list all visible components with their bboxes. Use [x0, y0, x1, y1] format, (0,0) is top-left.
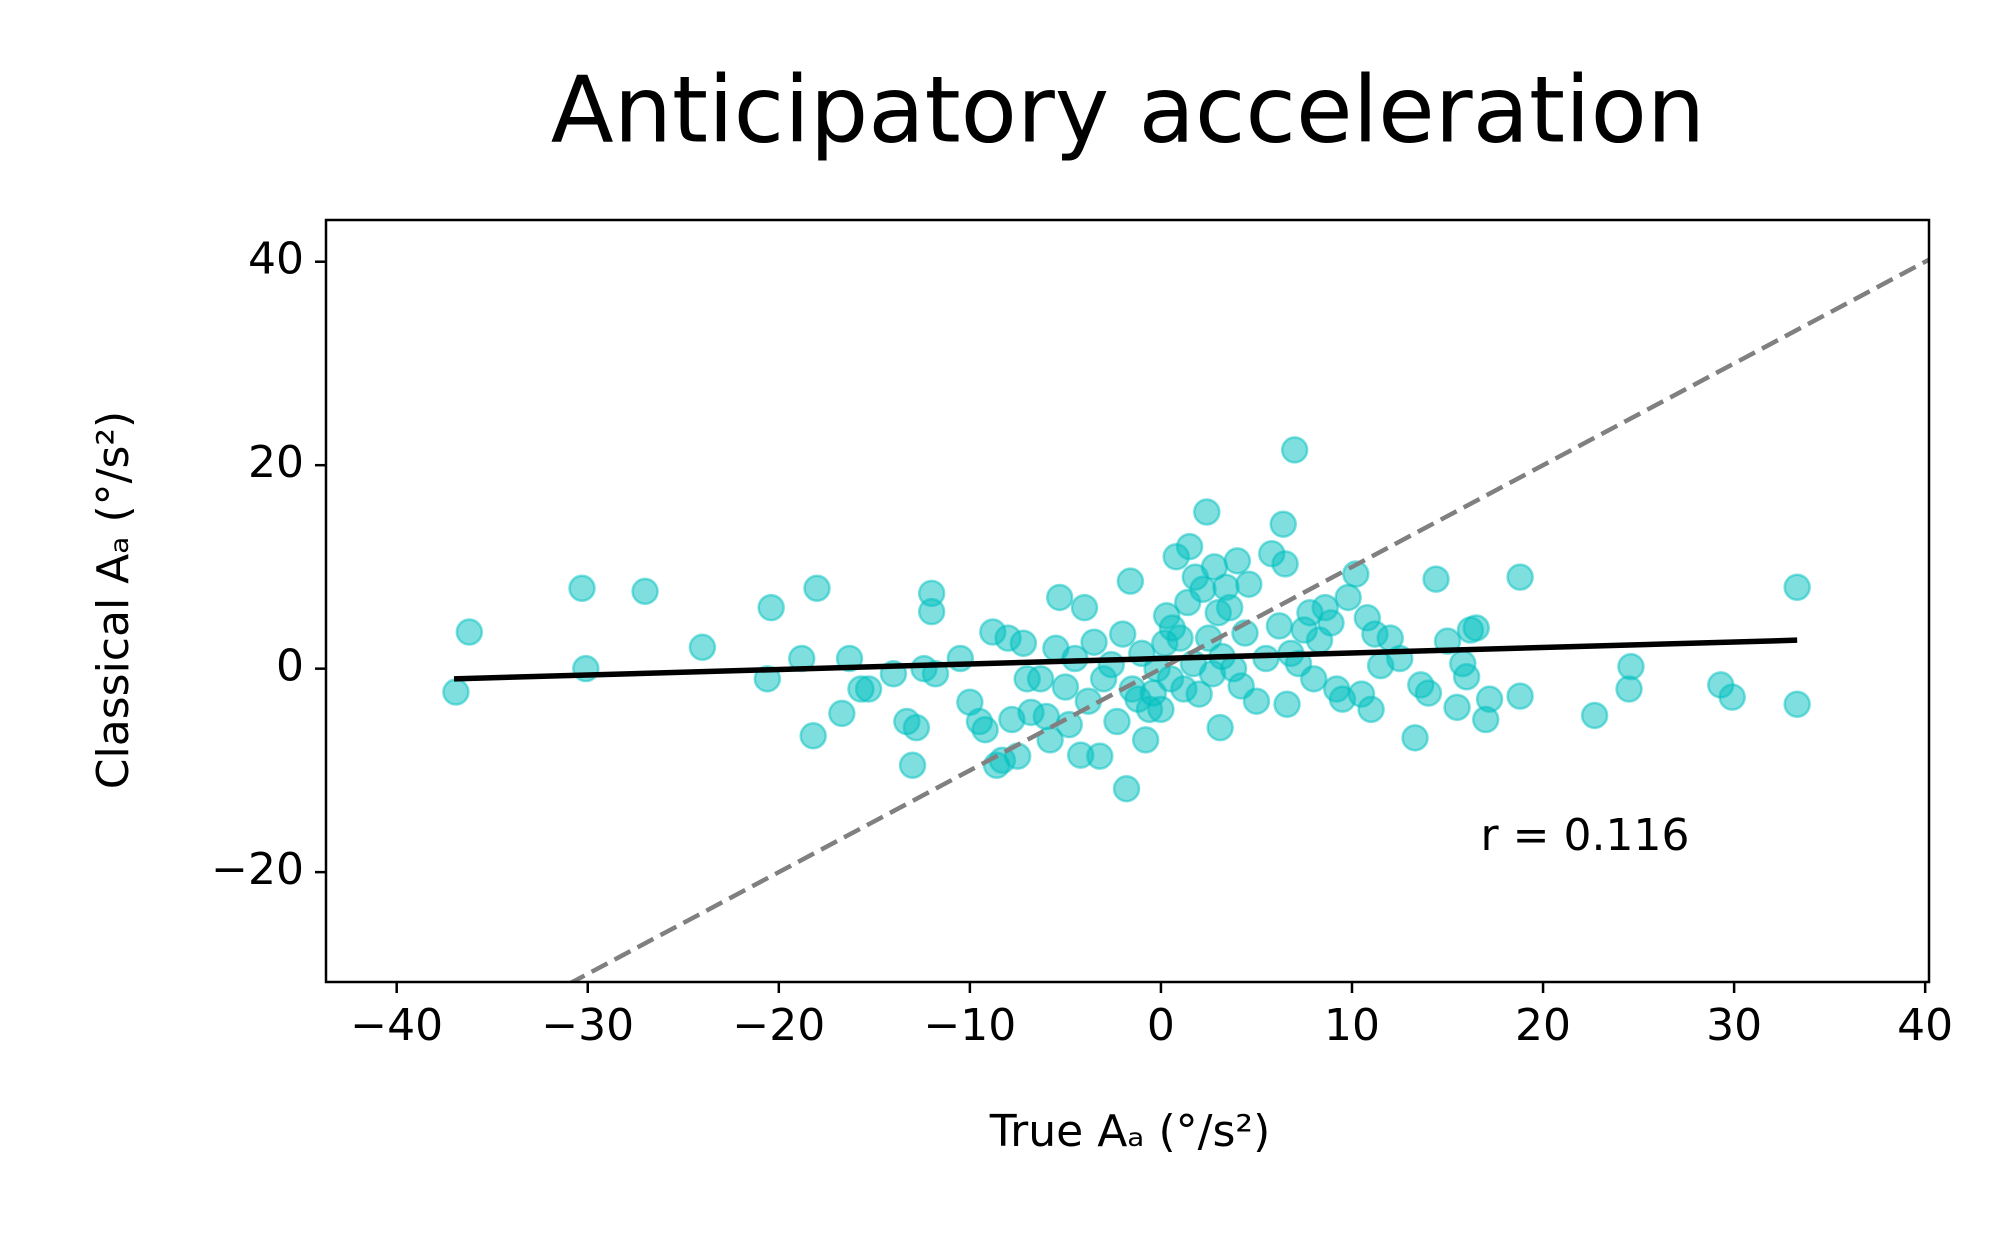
fit-line [453, 637, 1798, 682]
scatter-point [1235, 570, 1263, 598]
chart-title: Anticipatory acceleration [551, 56, 1705, 163]
scatter-point [455, 618, 484, 646]
scatter-point [1086, 742, 1114, 770]
scatter-point [1051, 673, 1080, 701]
scatter-point [803, 574, 831, 603]
scatter-point [1783, 573, 1811, 602]
scatter-point [1215, 593, 1244, 622]
x-tick-label: 0 [1147, 1000, 1175, 1051]
scatter-point [1422, 565, 1450, 593]
x-tick-label: −20 [732, 1000, 825, 1051]
scatter-point [1300, 665, 1328, 693]
scatter-point [442, 678, 470, 706]
scatter-point [1718, 683, 1746, 711]
scatter-point [1401, 724, 1429, 752]
scatter-point [1265, 612, 1294, 640]
scatter-point [1783, 690, 1811, 719]
x-tick-label: 10 [1324, 1000, 1380, 1051]
scatter-point [854, 675, 883, 703]
scatter-point [1269, 510, 1297, 538]
scatter-point [1252, 644, 1280, 673]
scatter-point [1206, 713, 1234, 742]
scatter-point [1617, 652, 1645, 681]
scatter-point [1103, 707, 1131, 736]
scatter-point [757, 593, 785, 622]
y-tick-label: 40 [248, 234, 304, 285]
y-axis-label: Classical Aₐ (°/s²) [88, 411, 139, 789]
scatter-point [1009, 629, 1038, 657]
scatter-point [1506, 563, 1534, 591]
scatter-point [1414, 679, 1443, 707]
scatter-point [1506, 682, 1534, 710]
scatter-point [1036, 726, 1064, 754]
scatter-point [631, 577, 659, 606]
scatter-point [828, 699, 856, 728]
x-tick-label: −40 [350, 1000, 443, 1051]
scatter-point [1045, 583, 1074, 612]
scatter-point [688, 633, 717, 662]
x-tick-label: −30 [541, 1000, 634, 1051]
scatter-point [1080, 628, 1108, 656]
y-tick-label: −20 [211, 844, 304, 895]
scatter-point [1112, 774, 1141, 803]
scatter-point [1185, 680, 1213, 708]
scatter-point [1097, 650, 1126, 679]
scatter-point [1334, 583, 1362, 612]
plot-area [442, 257, 1929, 982]
scatter-point [1357, 695, 1385, 724]
x-tick-label: 30 [1706, 1000, 1762, 1051]
scatter-point [902, 713, 931, 742]
x-tick-label: 40 [1897, 1000, 1953, 1051]
scatter-point [1273, 690, 1301, 719]
scatter-point [1475, 685, 1504, 713]
identity-line [567, 257, 1929, 982]
scatter-point [568, 574, 596, 603]
scatter-point [1443, 693, 1471, 722]
scatter-point [1131, 726, 1160, 754]
scatter-point [1070, 593, 1099, 622]
scatter-point [917, 597, 946, 626]
scatter-point [1223, 547, 1252, 575]
scatter-point [1271, 550, 1299, 578]
y-tick-label: 0 [276, 641, 304, 692]
scatter-point [1108, 620, 1137, 648]
scatter-point [1166, 624, 1194, 652]
x-axis-label: True Aₐ (°/s²) [989, 1106, 1270, 1157]
scatter-point [1580, 701, 1609, 730]
scatter-point [1175, 532, 1204, 561]
scatter-point [1317, 609, 1345, 637]
x-tick-label: 20 [1515, 1000, 1571, 1051]
scatter-point [1615, 675, 1643, 703]
scatter-point [799, 722, 827, 750]
scatter-point [1026, 665, 1055, 693]
scatter-point [1147, 695, 1175, 724]
scatter-point [1116, 567, 1145, 595]
scatter-point [971, 715, 999, 744]
y-tick-label: 20 [248, 437, 304, 488]
scatter-point [1189, 575, 1217, 604]
scatter-point [898, 751, 927, 780]
scatter-point [1193, 498, 1221, 526]
scatter-point [1462, 614, 1490, 642]
scatter-point [1242, 687, 1271, 715]
scatter-point [1452, 663, 1481, 691]
scatter-point [1280, 436, 1309, 464]
annotation: r = 0.116 [1481, 810, 1690, 861]
x-tick-label: −10 [923, 1000, 1016, 1051]
axes-frame [324, 218, 1931, 984]
